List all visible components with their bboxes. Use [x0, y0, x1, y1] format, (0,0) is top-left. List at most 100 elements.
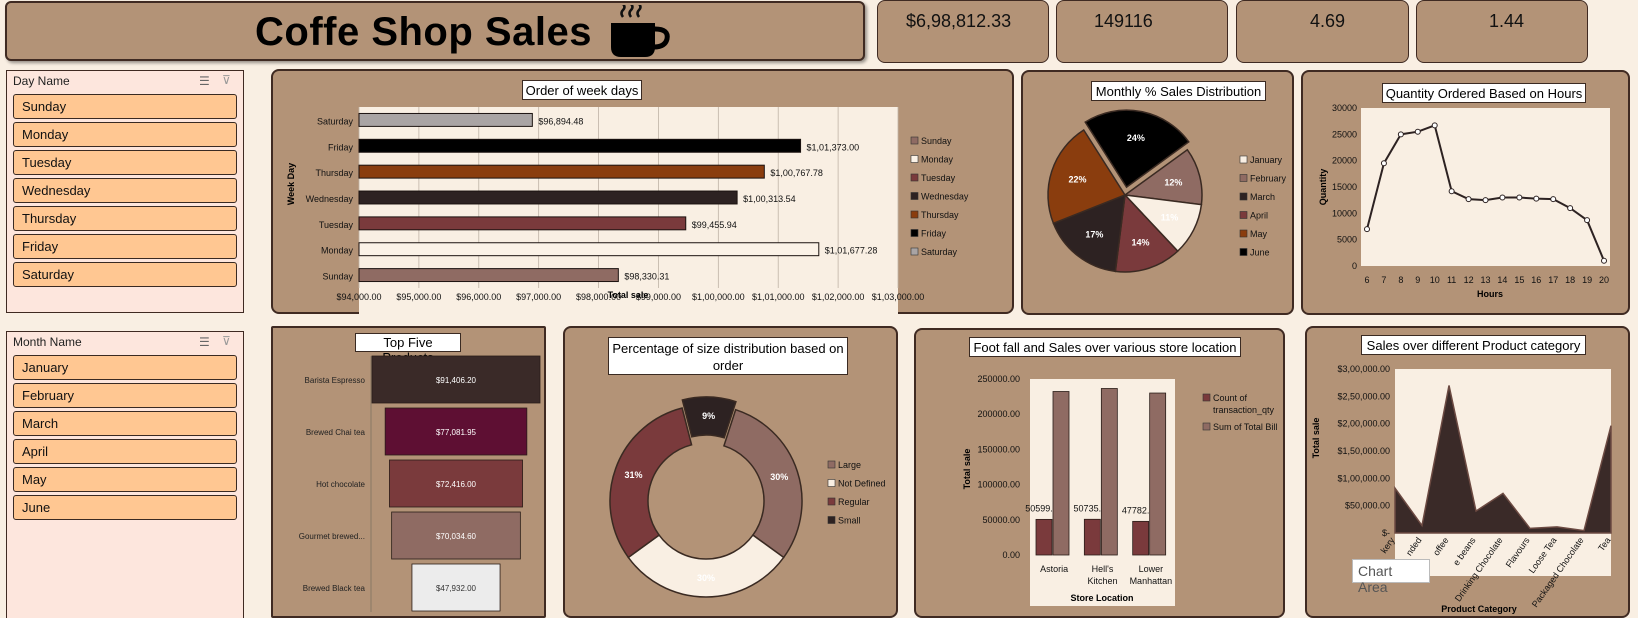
category-area-chart: $3,00,000.00 $2,50,000.00 $2,00,000.00 $1,5… [1311, 364, 1613, 614]
y-axis-label: Week Day [286, 163, 296, 205]
monthly-chart-title: Monthly % Sales Distribution [1091, 81, 1266, 101]
slice-label: 12% [1164, 178, 1182, 188]
column-count [1035, 518, 1053, 556]
legend-swatch [910, 192, 919, 200]
legend-swatch [1202, 393, 1211, 402]
legend-label: June [1250, 248, 1270, 258]
slicer-item-march[interactable]: March [13, 411, 237, 436]
x-tick-label: 20 [1599, 275, 1609, 285]
slicer-item-thursday[interactable]: Thursday [13, 206, 237, 231]
bar-wednesday [358, 190, 738, 205]
data-point [1533, 195, 1540, 202]
x-tick-label: $99,000.00 [636, 292, 681, 302]
x-axis-label: Product Category [1441, 604, 1517, 614]
y-tick-label: $1,00,000.00 [1337, 473, 1390, 483]
category-label: Kitchen [1087, 576, 1117, 586]
y-tick-label: 0.00 [1002, 550, 1020, 560]
data-point [1380, 160, 1387, 167]
funnel-bar [371, 355, 541, 404]
x-tick-label: $97,000.00 [516, 292, 561, 302]
legend-label: Friday [921, 229, 947, 239]
clear-filter-icon[interactable]: ⊽ [222, 334, 231, 348]
slicer-item-january[interactable]: January [13, 355, 237, 380]
legend-swatch [910, 229, 919, 237]
data-label: $1,00,313.54 [743, 194, 796, 204]
footfall-chart-title: Foot fall and Sales over various store l… [969, 337, 1241, 357]
category-label: Brewed Black tea [303, 584, 366, 593]
category-label: Sunday [322, 272, 353, 282]
slicer-item-april[interactable]: April [13, 439, 237, 464]
legend-swatch [827, 479, 836, 487]
category-label: Brewed Chai tea [306, 428, 366, 437]
x-tick-label: $95,000.00 [396, 292, 441, 302]
y-tick-label: $- [1382, 528, 1390, 538]
multi-select-icon[interactable]: ☰ [199, 74, 210, 88]
header-banner: Coffe Shop Sales [5, 1, 865, 61]
x-tick-label: $1,00,000.00 [692, 292, 745, 302]
legend-swatch [1239, 174, 1248, 182]
clear-filter-icon[interactable]: ⊽ [222, 73, 231, 87]
y-axis-label: Total sale [962, 449, 972, 490]
x-tick-label: 6 [1364, 275, 1369, 285]
slicer-item-may[interactable]: May [13, 467, 237, 492]
slicer-item-february[interactable]: February [13, 383, 237, 408]
slicer-item-wednesday[interactable]: Wednesday [13, 178, 237, 203]
x-tick-label: 15 [1514, 275, 1524, 285]
slicer-item-sunday[interactable]: Sunday [13, 94, 237, 119]
legend-swatch [1239, 192, 1248, 201]
slice-label: 30% [770, 472, 788, 482]
y-tick-label: 50000.00 [982, 515, 1020, 525]
slice-label: 9% [702, 411, 715, 421]
slicer-item-friday[interactable]: Friday [13, 234, 237, 259]
legend-label: Large [838, 460, 861, 470]
slicer-item-saturday[interactable]: Saturday [13, 262, 237, 287]
funnel-bar [411, 563, 501, 612]
category-label: Monday [321, 246, 354, 256]
x-tick-label: kery [1379, 535, 1397, 555]
data-label: $1,01,677.28 [825, 246, 878, 256]
column-count [1132, 520, 1150, 556]
x-tick-label: 18 [1565, 275, 1575, 285]
slice-label: 11% [1161, 213, 1179, 223]
data-point [1584, 217, 1591, 224]
legend-swatch [910, 247, 919, 256]
legend-label: Small [838, 516, 861, 526]
data-label: $98,330.31 [624, 272, 669, 282]
slice-may [1047, 128, 1127, 225]
legend-label: February [1250, 174, 1287, 184]
data-label: $77,081.95 [436, 428, 477, 437]
legend-label: Sum of Total Bill [1213, 422, 1277, 432]
data-point [1431, 122, 1438, 129]
hours-line-chart: 30000 25000 20000 15000 10000 5000 0 6 7 8 9 10 11 1… [1318, 103, 1610, 299]
legend-label: January [1250, 155, 1283, 165]
multi-select-icon[interactable]: ☰ [199, 335, 210, 349]
x-tick-label: 9 [1415, 275, 1420, 285]
legend-swatch [1239, 155, 1248, 164]
x-tick-label: 17 [1548, 275, 1558, 285]
data-label: $72,416.00 [436, 480, 477, 489]
slicer-item-june[interactable]: June [13, 495, 237, 520]
weekday-chart-title: Order of week days [522, 80, 642, 100]
y-tick-label: 30000 [1332, 103, 1357, 113]
data-point [1465, 196, 1472, 203]
plot-area [1395, 369, 1611, 576]
slicer-item-monday[interactable]: Monday [13, 122, 237, 147]
slice-regular [609, 407, 693, 559]
data-label: $1,01,373.00 [807, 142, 860, 152]
legend-label: Monday [921, 155, 954, 165]
category-label: Lower [1139, 564, 1164, 574]
column-sum [1052, 391, 1070, 556]
bar-sunday [358, 268, 619, 283]
footfall-column-chart: 250000.00 200000.00 150000.00 100000.00 5000… [962, 374, 1277, 606]
funnel-bar [389, 459, 523, 508]
data-label: 47782.00 [1122, 505, 1160, 515]
x-axis-label: Hours [1477, 289, 1503, 299]
slicer-item-tuesday[interactable]: Tuesday [13, 150, 237, 175]
plot-area [359, 107, 898, 314]
category-label: Hot chocolate [316, 480, 365, 489]
x-tick-label: 7 [1381, 275, 1386, 285]
data-point [1482, 197, 1489, 204]
category-label: Wednesday [306, 194, 354, 204]
data-point [1550, 196, 1557, 203]
legend-label: Wednesday [921, 192, 969, 202]
